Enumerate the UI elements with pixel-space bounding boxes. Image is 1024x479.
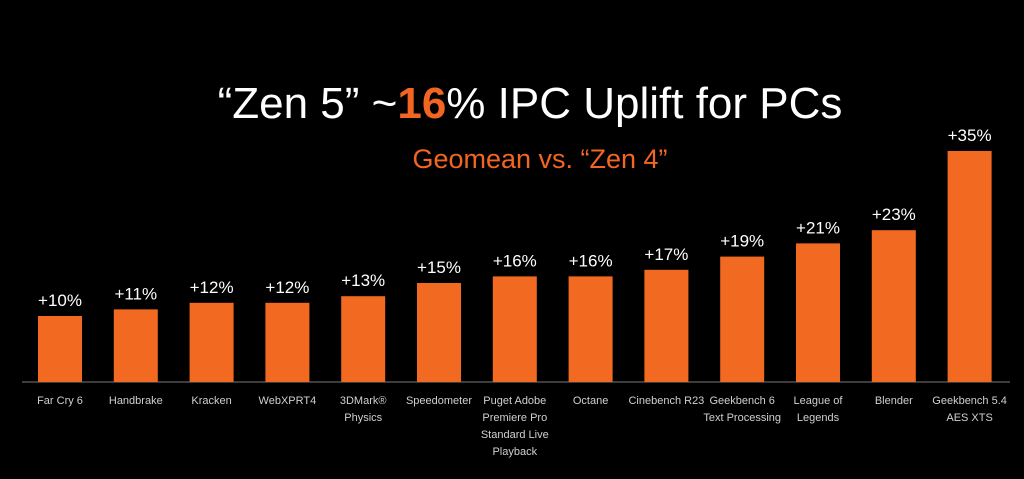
bar (947, 151, 992, 382)
x-tick-label: Cinebench R23 (628, 395, 704, 407)
chart-title: “Zen 5” ~16% IPC Uplift for PCs (218, 79, 843, 128)
value-label: +21% (796, 218, 840, 237)
value-label: +23% (872, 205, 916, 224)
title-part: “Zen 5” ~ (218, 79, 398, 128)
x-tick-label: League of Legends (794, 395, 844, 424)
bar (341, 296, 386, 382)
bar (796, 243, 840, 382)
x-tick-label: Handbrake (109, 395, 163, 407)
bar (568, 276, 613, 382)
x-tick-label-line: Puget Adobe (483, 395, 546, 407)
bar (644, 269, 689, 382)
value-label: +16% (493, 251, 537, 270)
value-label: +12% (190, 278, 234, 297)
x-tick-label-line: Far Cry 6 (37, 395, 83, 407)
x-tick-label: Far Cry 6 (37, 395, 83, 407)
x-tick-label-line: 3DMark® (340, 395, 387, 407)
x-tick-label: Speedometer (406, 395, 472, 407)
x-tick-label: Octane (573, 395, 608, 407)
x-tick-label-line: Handbrake (109, 395, 163, 407)
bar (720, 256, 765, 382)
x-tick-label-line: Text Processing (703, 412, 781, 424)
x-tick-label: 3DMark® Physics (340, 395, 387, 424)
value-label: +11% (114, 284, 157, 303)
x-tick-label-line: Octane (573, 395, 608, 407)
bar (871, 230, 916, 382)
chart-subtitle: Geomean vs. “Zen 4” (412, 144, 667, 174)
x-tick-label-line: Geekbench 6 (709, 395, 774, 407)
x-tick-label-line: Cinebench R23 (628, 395, 704, 407)
x-tick-label: Geekbench 6 Text Processing (703, 395, 781, 424)
bar (417, 283, 461, 382)
title-part: % IPC Uplift for PCs (446, 79, 842, 128)
x-tick-label-line: Speedometer (406, 395, 472, 407)
x-tick-label: Kracken (191, 395, 231, 407)
bar (189, 302, 234, 382)
value-label: +10% (38, 291, 82, 310)
x-tick-label-line: Geekbench 5.4 (932, 395, 1007, 407)
value-label: +15% (417, 258, 461, 277)
bar (265, 302, 310, 382)
title-highlight: 16 (397, 79, 446, 128)
bar (113, 309, 158, 382)
x-tick-label-line: WebXPRT4 (259, 395, 317, 407)
x-tick-label: WebXPRT4 (259, 395, 317, 407)
value-label: +19% (720, 232, 764, 251)
value-label: +12% (265, 278, 309, 297)
x-tick-label-line: Kracken (191, 395, 231, 407)
value-label: +13% (341, 271, 385, 290)
x-tick-label-line: Standard Live (481, 429, 549, 441)
x-tick-label-line: Physics (344, 412, 382, 424)
value-label: +16% (569, 251, 613, 270)
x-tick-label-line: Playback (492, 446, 537, 458)
value-label: +17% (644, 245, 688, 264)
value-label: +35% (948, 126, 992, 145)
x-tick-label-line: Legends (797, 412, 840, 424)
x-tick-label-line: League of (794, 395, 844, 407)
x-tick-label-line: Premiere Pro (482, 412, 547, 424)
x-tick-label-line: Blender (875, 395, 913, 407)
x-tick-label: Geekbench 5.4 AES XTS (932, 395, 1007, 424)
x-tick-label: Blender (875, 395, 913, 407)
bar (38, 316, 82, 382)
x-tick-label-line: AES XTS (946, 412, 992, 424)
x-tick-label: Puget Adobe Premiere Pro Standard Live Play… (481, 395, 549, 458)
bar (492, 276, 537, 382)
